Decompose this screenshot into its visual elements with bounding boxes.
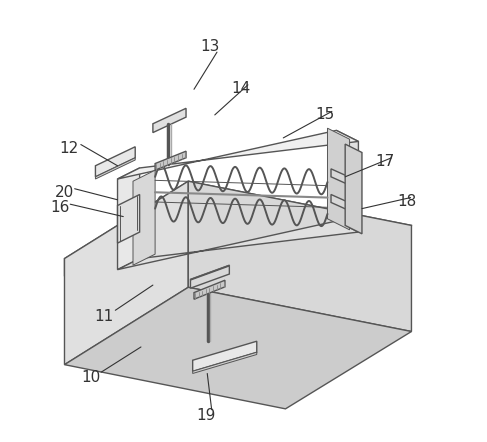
Polygon shape: [133, 170, 155, 265]
Polygon shape: [190, 265, 229, 280]
Polygon shape: [117, 221, 358, 270]
Polygon shape: [95, 158, 135, 179]
Polygon shape: [331, 169, 349, 185]
Text: 20: 20: [55, 185, 74, 200]
Polygon shape: [64, 181, 188, 365]
Polygon shape: [327, 128, 350, 230]
Text: 10: 10: [81, 370, 101, 385]
Polygon shape: [117, 194, 140, 243]
Polygon shape: [345, 144, 362, 234]
Polygon shape: [155, 151, 186, 170]
Text: 11: 11: [94, 309, 114, 324]
Text: 15: 15: [316, 107, 335, 122]
Polygon shape: [153, 108, 186, 133]
Polygon shape: [331, 194, 349, 210]
Polygon shape: [64, 287, 412, 409]
Polygon shape: [64, 181, 412, 276]
Polygon shape: [117, 168, 140, 270]
Polygon shape: [95, 147, 135, 177]
Polygon shape: [193, 341, 257, 371]
Polygon shape: [190, 265, 229, 288]
Polygon shape: [194, 280, 225, 299]
Text: 14: 14: [232, 81, 251, 96]
Polygon shape: [161, 116, 179, 126]
Text: 13: 13: [201, 39, 220, 54]
Polygon shape: [188, 181, 412, 332]
Text: 12: 12: [59, 141, 78, 156]
Polygon shape: [337, 130, 358, 232]
Text: 17: 17: [375, 154, 394, 169]
Text: 19: 19: [196, 408, 216, 423]
Polygon shape: [193, 352, 257, 373]
Text: 16: 16: [50, 200, 70, 215]
Polygon shape: [117, 130, 358, 179]
Text: 18: 18: [397, 194, 417, 209]
